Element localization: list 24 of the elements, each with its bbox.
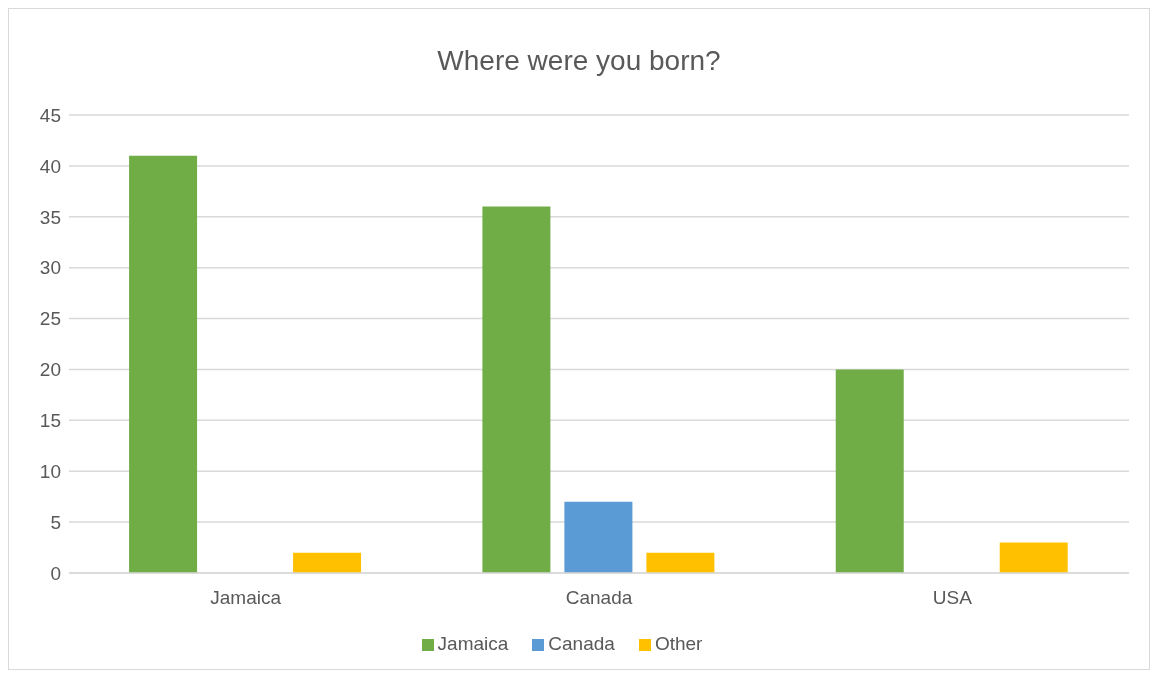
y-tick-label: 45: [39, 104, 61, 126]
x-tick-label: Jamaica: [210, 587, 282, 609]
y-tick-label: 35: [39, 206, 61, 228]
y-tick-label: 30: [39, 257, 61, 279]
x-tick-label: USA: [932, 587, 973, 609]
y-tick-label: 5: [50, 511, 61, 533]
bar: [482, 206, 551, 573]
bar: [293, 552, 362, 573]
bar: [646, 552, 715, 573]
legend-label: Canada: [548, 633, 615, 654]
y-tick-label: 10: [39, 460, 61, 482]
legend-label: Jamaica: [437, 633, 509, 654]
y-tick-label: 25: [39, 308, 61, 330]
legend-label: Other: [654, 633, 703, 654]
bar: [999, 542, 1068, 573]
x-tick-label: Canada: [565, 587, 633, 609]
bar: [129, 155, 198, 573]
y-tick-label: 15: [39, 410, 61, 432]
y-tick-label: 0: [50, 562, 61, 584]
bar: [835, 369, 904, 573]
bar: [564, 501, 633, 573]
y-tick-label: 40: [39, 155, 61, 177]
chart-title: Where were you born?: [436, 45, 722, 78]
y-tick-label: 20: [39, 359, 61, 381]
